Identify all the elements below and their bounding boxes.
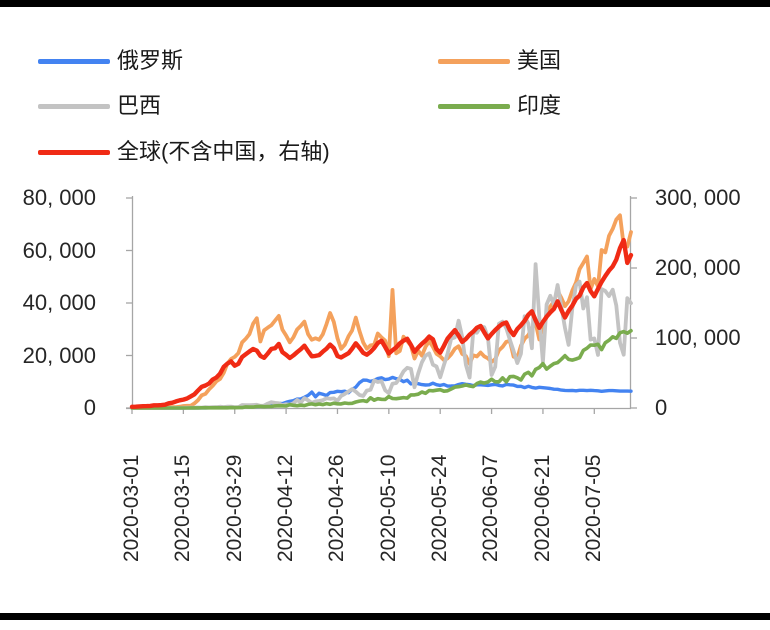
legend-swatch-brazil [38, 103, 110, 109]
y-left-tick-0: 0 [83, 395, 96, 420]
y-right-tick-200000: 200, 000 [655, 255, 741, 280]
legend-label-brazil: 巴西 [117, 93, 162, 118]
legend-item-india: 印度 [438, 93, 561, 119]
legend-item-russia: 俄罗斯 [38, 48, 183, 74]
y-right-tick-0: 0 [655, 395, 668, 420]
legend-label-russia: 俄罗斯 [117, 48, 184, 73]
y-left-tick-60000: 60, 000 [22, 237, 96, 263]
legend-item-brazil: 巴西 [38, 93, 161, 119]
series-line-4 [129, 237, 634, 409]
y-left-tick-20000: 20, 000 [22, 342, 96, 368]
bottom-border-rule [0, 613, 770, 620]
legend-swatch-global [38, 149, 110, 155]
legend-label-usa: 美国 [517, 48, 562, 73]
legend-item-usa: 美国 [438, 48, 561, 74]
y-right-tick-300000: 300, 000 [655, 185, 741, 210]
legend-item-global-ex-china: 全球(不含中国，右轴) [38, 139, 330, 165]
legend-label-india: 印度 [517, 93, 562, 118]
y-left-tick-40000: 40, 000 [22, 290, 96, 315]
legend-swatch-russia [38, 58, 110, 64]
y-right-tick-100000: 100, 000 [655, 325, 741, 350]
legend-label-global: 全球(不含中国，右轴) [117, 139, 330, 164]
series-line-3 [130, 328, 633, 410]
y-left-tick-80000: 80, 000 [22, 185, 96, 210]
legend-swatch-usa [438, 58, 510, 64]
top-border-rule [0, 0, 770, 7]
legend-swatch-india [438, 103, 510, 109]
